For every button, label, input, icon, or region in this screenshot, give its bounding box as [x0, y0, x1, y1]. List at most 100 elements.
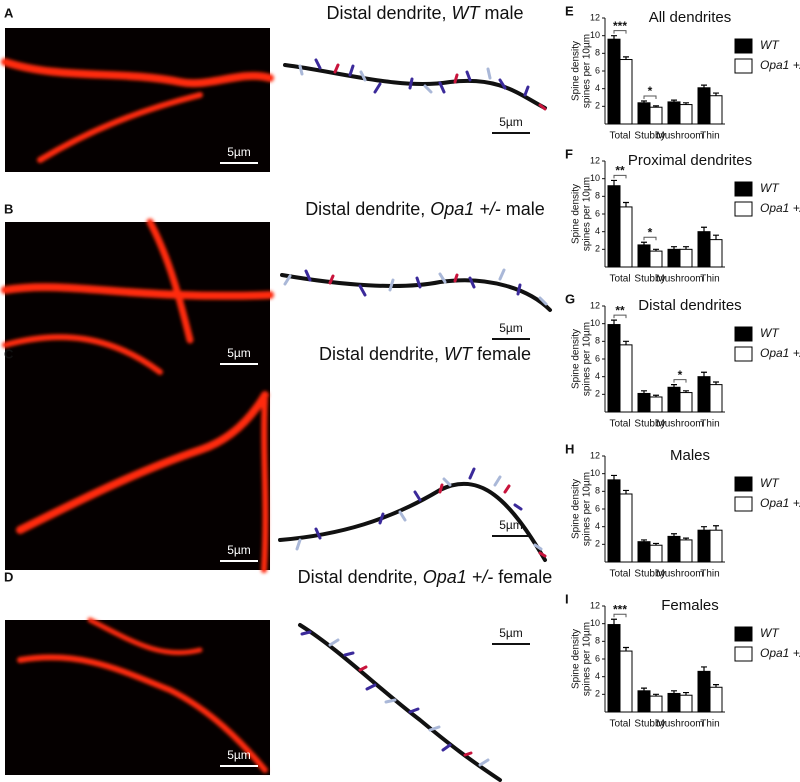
- error-bar: [641, 539, 647, 542]
- x-tick-label: Total: [609, 274, 630, 285]
- bar: [709, 686, 723, 713]
- x-tick-label: Mushroom: [656, 719, 703, 730]
- bar: [607, 38, 621, 125]
- bar: [637, 102, 651, 125]
- y-tick-label: 10: [590, 468, 600, 478]
- significance-bracket: [613, 613, 627, 618]
- panel-title: Distal dendrite, Opa1 +/- male: [305, 199, 545, 219]
- scale-label: 5µm: [499, 518, 523, 532]
- y-tick-label: 6: [595, 653, 600, 663]
- scale-label: 5µm: [227, 346, 251, 360]
- y-tick-label: 6: [595, 353, 600, 363]
- y-tick-label: 6: [595, 208, 600, 218]
- panel-letter: F: [565, 146, 573, 161]
- error-bar: [701, 371, 707, 377]
- spine-trace: [283, 58, 548, 767]
- error-bar: [713, 92, 719, 96]
- y-axis-label: Spine density: [571, 329, 582, 389]
- bar: [697, 670, 711, 713]
- error-bar: [671, 246, 677, 250]
- x-tick-label: Thin: [700, 569, 719, 580]
- significance-label: *: [648, 225, 653, 239]
- bar: [619, 59, 633, 125]
- bar: [649, 396, 663, 413]
- bar: [697, 529, 711, 563]
- bar: [649, 106, 663, 125]
- legend-swatch: [734, 476, 753, 492]
- panel-letter: C: [4, 346, 14, 361]
- x-tick-label: Total: [609, 419, 630, 430]
- x-tick-label: Mushroom: [656, 419, 703, 430]
- bar: [679, 694, 693, 713]
- significance-bracket: [613, 314, 627, 319]
- title-text: female: [472, 344, 531, 364]
- genotype: WT: [452, 3, 482, 23]
- bar: [679, 539, 693, 563]
- legend-swatch: [734, 646, 753, 662]
- y-tick-label: 2: [595, 244, 600, 254]
- y-axis-label: Spine density: [571, 184, 582, 244]
- x-tick-label: Thin: [700, 719, 719, 730]
- y-axis-label: Spine density: [571, 479, 582, 539]
- legend-label: Opa1 +/-: [760, 646, 800, 660]
- legend-swatch: [734, 626, 753, 642]
- title-text: male: [480, 3, 524, 23]
- y-tick-label: 4: [595, 521, 600, 531]
- scale-bar: [492, 132, 530, 645]
- chart-title: All dendrites: [649, 9, 732, 26]
- y-tick-label: 2: [595, 101, 600, 111]
- bar: [697, 231, 711, 268]
- panel-title: Distal dendrite, Opa1 +/- female: [298, 567, 553, 587]
- panel-letter: A: [4, 5, 14, 20]
- error-bar: [713, 381, 719, 385]
- bar: [697, 87, 711, 125]
- y-tick-label: 2: [595, 389, 600, 399]
- x-tick-label: Total: [609, 719, 630, 730]
- y-axis-label: spines per 10µm: [582, 177, 593, 251]
- x-tick-label: Stubby: [634, 719, 665, 730]
- micrograph: [5, 28, 270, 172]
- legend-swatch: [734, 346, 753, 362]
- x-tick-label: Mushroom: [656, 569, 703, 580]
- x-tick-label: Thin: [700, 131, 719, 142]
- bar: [709, 529, 723, 563]
- bar: [709, 95, 723, 125]
- y-tick-label: 4: [595, 671, 600, 681]
- panel-title: Distal dendrite, WT female: [319, 344, 531, 364]
- scale-label: 5µm: [499, 321, 523, 335]
- bar: [679, 104, 693, 125]
- bar: [649, 544, 663, 563]
- legend-label: Opa1 +/-: [760, 58, 800, 72]
- legend-label: WT: [760, 476, 780, 490]
- y-tick-label: 10: [590, 618, 600, 628]
- y-tick-label: 8: [595, 636, 600, 646]
- dendrite-signal: [1, 58, 274, 773]
- legend-swatch: [734, 496, 753, 512]
- bar: [667, 248, 681, 268]
- bar: [619, 344, 633, 413]
- chart-title: Proximal dendrites: [628, 152, 752, 169]
- y-tick-label: 10: [590, 30, 600, 40]
- error-bar: [611, 319, 617, 325]
- significance-label: *: [678, 368, 683, 382]
- bar: [649, 695, 663, 713]
- y-tick-label: 12: [590, 12, 600, 22]
- error-bar: [641, 390, 647, 394]
- legend-label: WT: [760, 626, 780, 640]
- error-bar: [701, 666, 707, 672]
- chart-title: Males: [670, 447, 710, 464]
- y-tick-label: 10: [590, 173, 600, 183]
- error-bar: [701, 84, 707, 88]
- error-bar: [623, 489, 629, 494]
- error-bar: [671, 533, 677, 537]
- title-text: Distal dendrite,: [298, 567, 423, 587]
- y-tick-label: 4: [595, 226, 600, 236]
- title-text: Distal dendrite,: [319, 344, 444, 364]
- bar: [709, 384, 723, 413]
- legend-swatch: [734, 201, 753, 217]
- y-tick-label: 12: [590, 155, 600, 165]
- bar: [607, 624, 621, 713]
- x-tick-label: Stubby: [634, 131, 665, 142]
- x-tick-label: Thin: [700, 274, 719, 285]
- legend-label: WT: [760, 38, 780, 52]
